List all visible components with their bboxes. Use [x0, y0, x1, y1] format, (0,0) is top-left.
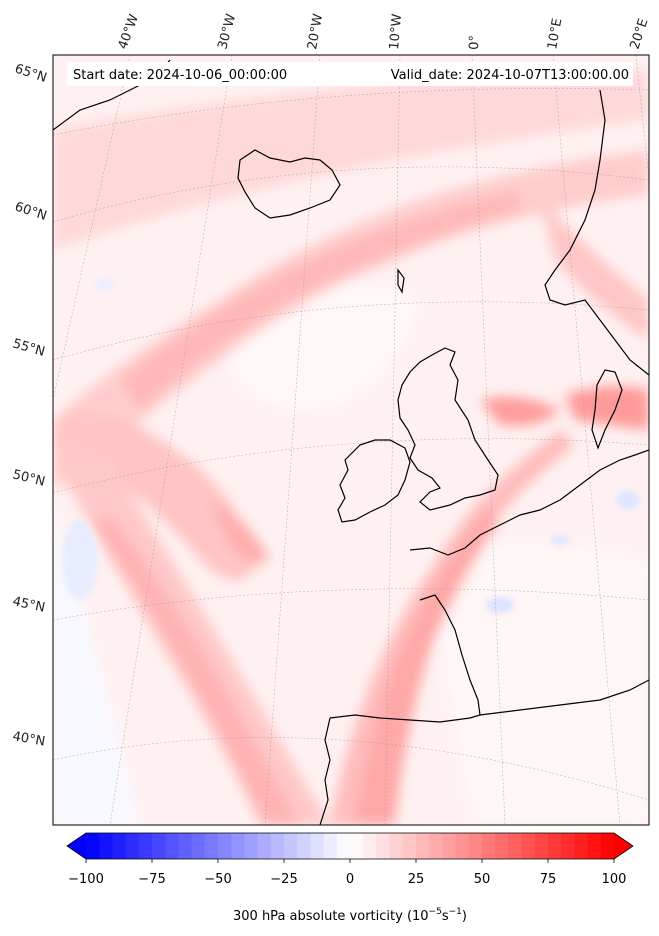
- colorbar-segments: [86, 833, 615, 859]
- lat-label-40n: 40°N: [11, 729, 46, 749]
- colorbar-segment: [138, 833, 153, 859]
- colorbar-segment: [587, 833, 602, 859]
- colorbar-low-extension: [67, 833, 86, 859]
- start-date-label: Start date: 2024-10-06_00:00:00: [73, 68, 287, 83]
- colorbar-segment: [495, 833, 509, 859]
- lat-label-60n: 60°N: [13, 200, 49, 224]
- date-annotation-box: [67, 62, 633, 86]
- colorbar-tick-label: −25: [270, 872, 297, 887]
- colorbar: −100 −75 −50 −25 0 25 50 75 100 300 hPa absolute…: [66, 832, 634, 924]
- lat-label-45n: 45°N: [11, 594, 46, 615]
- colorbar-segment: [297, 833, 311, 859]
- lat-label-55n: 55°N: [11, 336, 47, 359]
- latitude-labels: 65°N 60°N 55°N 50°N 45°N 40°N: [11, 62, 49, 750]
- coastlines: [53, 59, 649, 825]
- iberia-east-coast: [479, 679, 649, 716]
- colorbar-segment: [455, 833, 470, 859]
- lat-label-65n: 65°N: [13, 62, 49, 86]
- colorbar-tick-label: −75: [138, 872, 165, 887]
- colorbar-segment: [270, 833, 285, 859]
- lon-label-10w: 10°W: [387, 13, 405, 50]
- colorbar-segment: [521, 833, 536, 859]
- colorbar-segment: [429, 833, 443, 859]
- colorbar-segment: [363, 833, 377, 859]
- vorticity-field: [53, 70, 649, 825]
- colorbar-segment: [125, 833, 140, 859]
- colorbar-label-mid: s: [442, 909, 449, 924]
- colorbar-segment: [336, 833, 351, 859]
- colorbar-label: 300 hPa absolute vorticity (10−5s−1): [233, 907, 467, 924]
- lon-label-20w: 20°W: [305, 13, 326, 51]
- colorbar-ticks: −100 −75 −50 −25 0 25 50 75 100: [68, 859, 626, 887]
- colorbar-segment: [442, 833, 457, 859]
- colorbar-segment: [284, 833, 298, 859]
- colorbar-segment: [310, 833, 325, 859]
- colorbar-label-exp2: −1: [449, 907, 462, 917]
- colorbar-segment: [376, 833, 391, 859]
- lon-label-10e: 10°E: [545, 17, 565, 50]
- colorbar-tick-label: −100: [68, 872, 104, 887]
- continent-north-coast: [559, 449, 649, 501]
- colorbar-tick-label: 25: [408, 872, 425, 887]
- colorbar-high-extension: [614, 833, 633, 859]
- colorbar-segment: [468, 833, 483, 859]
- colorbar-segment: [416, 833, 430, 859]
- colorbar-label-end: ): [462, 909, 467, 924]
- denmark-coast: [591, 369, 623, 450]
- colorbar-segment: [178, 833, 193, 859]
- lon-label-20e: 20°E: [628, 17, 652, 51]
- colorbar-segment: [482, 833, 496, 859]
- colorbar-segment: [574, 833, 589, 859]
- colorbar-segment: [534, 833, 549, 859]
- france-coast: [409, 499, 561, 556]
- iberia-west-coast: [319, 717, 331, 825]
- colorbar-segment: [323, 833, 338, 859]
- biscay-coast: [419, 594, 481, 716]
- colorbar-label-exp1: −5: [429, 907, 442, 917]
- colorbar-segment: [112, 833, 127, 859]
- map-frame: [52, 54, 650, 826]
- negative-vorticity-patches: [62, 279, 640, 613]
- colorbar-tick-label: 50: [474, 872, 491, 887]
- graticule: [53, 55, 649, 825]
- colorbar-segment: [548, 833, 562, 859]
- iceland-coast: [237, 149, 341, 219]
- colorbar-segment: [600, 833, 615, 859]
- colorbar-segment: [350, 833, 364, 859]
- lon-label-40w: 40°W: [116, 12, 142, 51]
- scandinavia-coast: [544, 89, 649, 376]
- colorbar-segment: [204, 833, 219, 859]
- colorbar-segment: [218, 833, 232, 859]
- colorbar-segment: [191, 833, 206, 859]
- great-britain-coast: [397, 347, 499, 511]
- colorbar-label-main: 300 hPa absolute vorticity (10: [233, 909, 429, 924]
- valid-date-label: Valid_date: 2024-10-07T13:00:00.00: [391, 68, 629, 83]
- iberia-north-coast: [329, 714, 481, 723]
- shetland-island: [397, 268, 405, 294]
- colorbar-segment: [257, 833, 272, 859]
- colorbar-segment: [402, 833, 417, 859]
- colorbar-tick-label: −50: [204, 872, 231, 887]
- ireland-coast: [337, 439, 411, 523]
- colorbar-segment: [231, 833, 245, 859]
- colorbar-segment: [99, 833, 113, 859]
- colorbar-segment: [244, 833, 259, 859]
- colorbar-segment: [508, 833, 523, 859]
- colorbar-tick-label: 100: [602, 872, 627, 887]
- colorbar-segment: [86, 833, 100, 859]
- lon-label-30w: 30°W: [215, 12, 239, 51]
- colorbar-tick-label: 0: [346, 872, 354, 887]
- lat-label-50n: 50°N: [11, 467, 46, 489]
- colorbar-segment: [561, 833, 575, 859]
- colorbar-segment: [389, 833, 404, 859]
- colorbar-segment: [152, 833, 166, 859]
- longitude-labels: 40°W 30°W 20°W 10°W 0° 10°E 20°E: [116, 12, 652, 51]
- colorbar-segment: [165, 833, 179, 859]
- colorbar-tick-label: 75: [540, 872, 557, 887]
- lon-label-0: 0°: [467, 35, 483, 50]
- map-panel: [53, 55, 649, 825]
